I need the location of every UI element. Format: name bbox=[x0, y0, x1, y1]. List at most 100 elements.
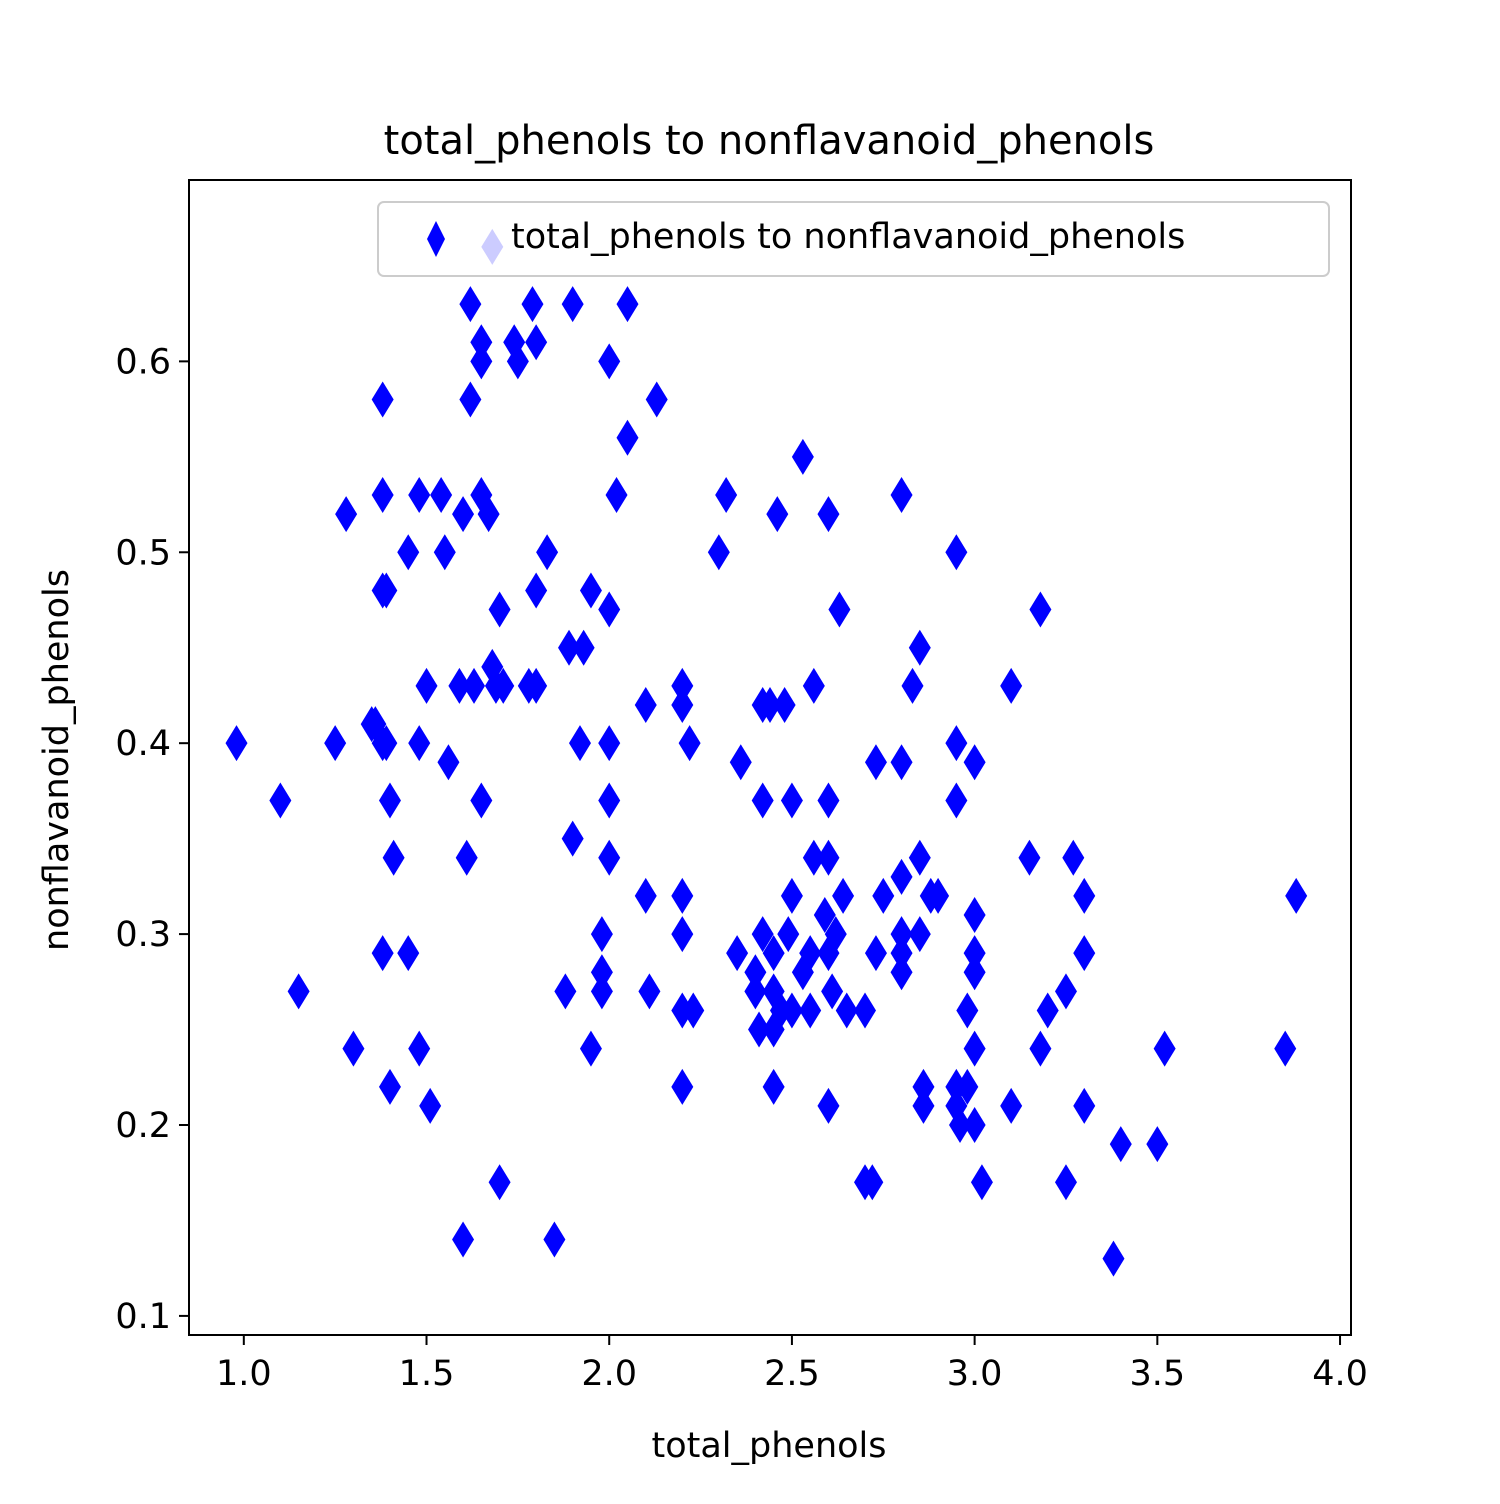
data-point bbox=[470, 324, 493, 361]
data-points bbox=[225, 228, 1308, 1277]
y-tick-label: 0.6 bbox=[115, 342, 171, 382]
data-point bbox=[835, 992, 858, 1029]
data-point bbox=[598, 782, 621, 819]
data-point bbox=[945, 725, 968, 762]
data-point bbox=[813, 897, 836, 933]
data-point bbox=[832, 877, 855, 914]
data-point bbox=[598, 839, 621, 876]
data-point bbox=[799, 935, 822, 972]
y-axis-label: nonflavanoid_phenols bbox=[37, 569, 77, 951]
data-point bbox=[287, 973, 310, 1010]
plot-frame bbox=[188, 179, 1352, 1336]
data-point bbox=[864, 935, 887, 972]
data-point bbox=[561, 286, 584, 323]
data-point bbox=[459, 381, 482, 418]
data-point bbox=[762, 935, 785, 972]
data-point bbox=[342, 1030, 365, 1067]
y-tick-label: 0.2 bbox=[115, 1106, 171, 1146]
legend-box bbox=[377, 201, 1330, 277]
data-point bbox=[908, 916, 931, 953]
data-point bbox=[1054, 1164, 1077, 1201]
data-point bbox=[1000, 667, 1023, 704]
data-point bbox=[638, 973, 661, 1010]
data-point bbox=[448, 667, 471, 704]
data-point bbox=[744, 954, 767, 991]
data-point bbox=[269, 782, 292, 819]
y-tick-label: 0.5 bbox=[115, 533, 171, 573]
data-point bbox=[828, 591, 851, 628]
data-point bbox=[1146, 1126, 1169, 1163]
data-point bbox=[791, 438, 814, 475]
data-point bbox=[945, 534, 968, 571]
data-point bbox=[430, 477, 453, 513]
data-point bbox=[780, 877, 803, 914]
data-point bbox=[729, 744, 752, 781]
data-point bbox=[1054, 973, 1077, 1010]
data-point bbox=[463, 667, 486, 704]
data-point bbox=[748, 1011, 771, 1048]
data-point bbox=[645, 381, 668, 418]
data-point bbox=[970, 1164, 993, 1201]
x-tick-label: 4.0 bbox=[1312, 1354, 1368, 1394]
data-point bbox=[963, 897, 986, 933]
data-point bbox=[225, 725, 248, 762]
data-point bbox=[861, 1164, 884, 1201]
data-point bbox=[433, 534, 456, 571]
data-point bbox=[854, 992, 877, 1029]
data-point bbox=[751, 782, 774, 819]
data-point bbox=[817, 496, 840, 533]
data-point bbox=[452, 496, 475, 533]
data-point bbox=[817, 839, 840, 876]
data-point bbox=[1018, 839, 1041, 876]
data-point bbox=[1029, 591, 1052, 628]
data-point bbox=[1029, 1030, 1052, 1067]
data-point bbox=[890, 477, 913, 513]
y-tick-label: 0.3 bbox=[115, 915, 171, 955]
data-point bbox=[590, 973, 613, 1010]
y-tick-label: 0.1 bbox=[115, 1297, 171, 1337]
data-point bbox=[598, 591, 621, 628]
data-point bbox=[671, 667, 694, 704]
data-point bbox=[751, 916, 774, 953]
data-point bbox=[678, 725, 701, 762]
data-point bbox=[1073, 935, 1096, 972]
data-point bbox=[890, 954, 913, 991]
data-point bbox=[963, 744, 986, 781]
data-point bbox=[324, 725, 347, 762]
data-point bbox=[335, 496, 358, 533]
data-point bbox=[590, 954, 613, 991]
data-point bbox=[956, 1068, 979, 1105]
data-point bbox=[525, 667, 548, 704]
data-point bbox=[817, 782, 840, 819]
data-point bbox=[616, 286, 639, 323]
data-point bbox=[682, 992, 705, 1029]
x-tick-label: 3.0 bbox=[947, 1354, 1003, 1394]
data-point bbox=[634, 687, 657, 723]
data-point bbox=[949, 1107, 972, 1143]
data-point bbox=[554, 973, 577, 1010]
data-point bbox=[452, 1221, 475, 1258]
data-point bbox=[470, 782, 493, 819]
data-point bbox=[598, 725, 621, 762]
x-axis-ticks: 1.0 1.5 2.0 2.5 3.0 3.5 4.0 bbox=[216, 1335, 1368, 1394]
data-point bbox=[605, 477, 628, 513]
data-point bbox=[415, 667, 438, 704]
data-point bbox=[912, 1068, 935, 1105]
data-point bbox=[901, 667, 924, 704]
data-point bbox=[375, 572, 398, 609]
data-point bbox=[1274, 1030, 1297, 1067]
data-point bbox=[1109, 1126, 1132, 1163]
x-tick-label: 3.5 bbox=[1129, 1354, 1185, 1394]
data-point bbox=[777, 916, 800, 953]
data-point bbox=[598, 343, 621, 380]
data-point bbox=[780, 992, 803, 1029]
data-point bbox=[1073, 877, 1096, 914]
data-point bbox=[1062, 839, 1085, 876]
data-point bbox=[477, 496, 500, 533]
data-point bbox=[744, 973, 767, 1010]
data-point bbox=[773, 687, 796, 723]
data-point bbox=[908, 629, 931, 666]
data-point bbox=[492, 667, 515, 704]
data-point bbox=[634, 877, 657, 914]
data-point bbox=[579, 1030, 602, 1067]
